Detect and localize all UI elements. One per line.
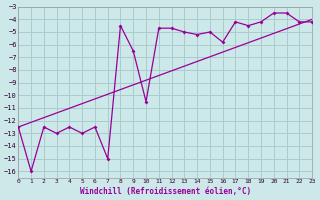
X-axis label: Windchill (Refroidissement éolien,°C): Windchill (Refroidissement éolien,°C) — [80, 187, 251, 196]
